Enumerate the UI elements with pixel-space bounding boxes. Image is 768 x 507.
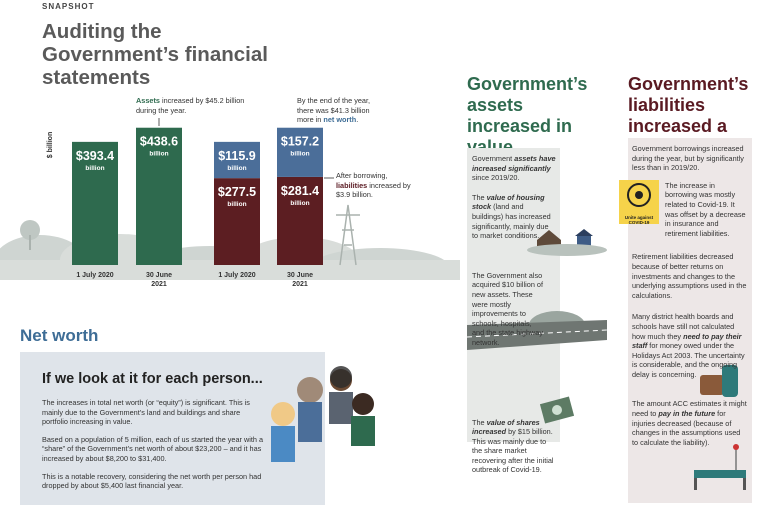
bar-segment — [214, 141, 260, 179]
value-label: $277.5 — [218, 185, 256, 199]
people-illustration — [271, 366, 375, 462]
assets-illustrations — [467, 229, 607, 424]
annotation-text: increased by $3.9 billion. — [336, 180, 411, 200]
category-label: 30 June 2021 — [145, 272, 173, 288]
text: The amount ACC estimates it might need t… — [632, 399, 747, 419]
paragraph: The increase in borrowing was mostly rel… — [665, 181, 748, 239]
value-label: $281.4 — [281, 184, 319, 198]
y-axis-label: $ billion — [47, 132, 54, 158]
annotation-emphasis: Assets — [136, 96, 160, 105]
paragraph: Retirement liabilities decreased because… — [632, 252, 748, 300]
assets-body: Government assets have increased signifi… — [472, 154, 556, 483]
unit-label: billion — [227, 165, 246, 172]
annotation-text: By the end of the year, there was $41.3 … — [297, 96, 371, 125]
covid-badge: Unite against COVID-19 — [619, 180, 659, 225]
text: (land and buildings) has increased signi… — [472, 202, 551, 241]
text: for injuries decreased (because of chang… — [632, 409, 741, 447]
text: Government — [472, 154, 515, 163]
text: by $15 billion. This was mainly due to t… — [472, 427, 554, 475]
unit-label: billion — [290, 200, 309, 207]
annotation-text: . — [356, 115, 359, 125]
text: The — [472, 417, 487, 427]
bar-segment — [214, 178, 260, 265]
paragraph: Government borrowings increased during t… — [632, 144, 748, 173]
value-label: $157.2 — [281, 135, 319, 149]
annotation: After borrowing, liabilities increased b… — [336, 171, 416, 200]
badge-text: Unite against COVID-19 — [624, 215, 654, 225]
badge-icon — [627, 183, 651, 207]
emphasis: assets have increased significantly — [472, 154, 556, 173]
section-heading: Government’s assets increased in value — [467, 74, 588, 157]
value-label: $438.6 — [140, 135, 178, 149]
text: for money owed under the Holidays Act 20… — [632, 341, 745, 379]
value-label: $115.9 — [218, 149, 256, 163]
emphasis: value of housing stock — [472, 192, 545, 212]
unit-label: billion — [85, 165, 104, 172]
text: The Government also acquired $10 billion… — [472, 270, 543, 347]
liabilities-body: Government borrowings increased during t… — [632, 144, 748, 455]
category-label: 1 July 2020 — [218, 272, 256, 279]
text: since 2019/20. — [472, 173, 520, 183]
bar-segment — [277, 176, 323, 265]
annotation: Assets increased by $45.2 billion during… — [136, 96, 256, 115]
unit-label: billion — [227, 201, 246, 208]
text: Government borrowings increased during t… — [632, 144, 744, 173]
paragraph: The value of housing stock (land and bui… — [472, 193, 556, 241]
kicker: SNAPSHOT — [42, 2, 95, 11]
annotation-text: After borrowing, — [336, 171, 388, 180]
category-label: 30 June 2021 — [286, 272, 314, 288]
value-label: $393.4 — [76, 149, 114, 163]
paragraph: The increases in total net worth (or “eq… — [42, 398, 250, 427]
chart: $ billion $393.4 billion $438.6 billion $277… — [0, 118, 460, 280]
paragraph: Many district health boards and schools … — [632, 312, 748, 379]
unit-label: billion — [290, 151, 309, 158]
annotation-emphasis: net worth — [323, 115, 357, 125]
category-label: 1 July 2020 — [76, 272, 114, 279]
paragraph: Based on a population of 5 million, each… — [42, 434, 264, 463]
paragraph: The Government also acquired $10 billion… — [472, 271, 544, 348]
text: Retirement liabilities decreased because… — [632, 252, 747, 300]
section-heading: Net worth — [20, 326, 99, 345]
unit-label: billion — [149, 151, 168, 158]
annotation-emphasis: liabilities — [336, 180, 368, 190]
assets-panel — [467, 148, 560, 442]
panel-body: The increases in total net worth (or “eq… — [42, 398, 264, 499]
annotation: By the end of the year, there was $41.3 … — [297, 96, 383, 125]
paragraph: The amount ACC estimates it might need t… — [632, 399, 748, 447]
bar-segment — [277, 127, 323, 177]
text: The — [472, 192, 487, 202]
text: The increase in borrowing was mostly rel… — [665, 180, 746, 238]
bar-segment — [136, 127, 182, 265]
liabilities-illustrations — [694, 365, 746, 490]
paragraph: The value of shares increased by $15 bil… — [472, 418, 556, 476]
annotation-text: increased by $45.2 billion during the ye… — [136, 96, 245, 115]
paragraph: This is a notable recovery, considering … — [42, 471, 262, 491]
text: Many district health boards and schools … — [632, 312, 735, 341]
paragraph: Government assets have increased signifi… — [472, 154, 556, 183]
emphasis: value of shares increased — [472, 417, 540, 437]
emphasis: pay in the future — [658, 409, 716, 419]
panel-title: If we look at it for each person... — [42, 371, 263, 387]
page-title: Auditing the Government’s financial stat… — [42, 20, 268, 89]
bar-segment — [72, 141, 118, 265]
emphasis: need to pay their staff — [632, 331, 742, 351]
